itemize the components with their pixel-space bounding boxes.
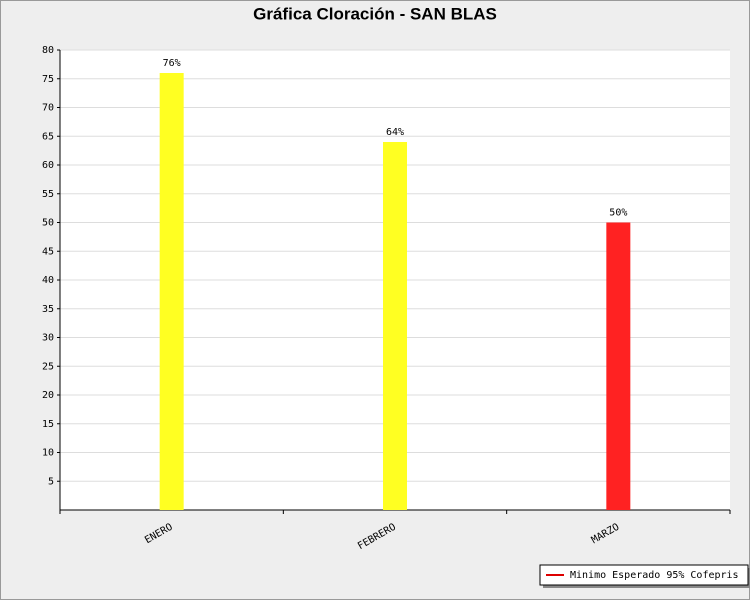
y-tick-label: 35	[42, 304, 54, 315]
bar	[159, 73, 184, 510]
y-tick-label: 60	[42, 160, 54, 171]
y-tick-label: 5	[48, 476, 54, 487]
data-label: 50%	[609, 208, 627, 219]
y-tick-label: 80	[42, 45, 54, 56]
bar	[383, 142, 407, 510]
y-tick-label: 25	[42, 361, 54, 372]
y-tick-label: 20	[42, 390, 54, 401]
y-tick-label: 65	[42, 131, 54, 142]
legend-label: Minimo Esperado 95% Cofepris	[570, 570, 739, 581]
y-tick-label: 50	[42, 218, 54, 229]
y-tick-label: 10	[42, 448, 54, 459]
y-tick-label: 70	[42, 103, 54, 114]
y-tick-label: 30	[42, 333, 54, 344]
data-label: 76%	[163, 58, 181, 69]
bar	[606, 222, 631, 510]
y-tick-label: 55	[42, 189, 54, 200]
y-tick-label: 15	[42, 419, 54, 430]
y-tick-label: 75	[42, 74, 54, 85]
legend-box	[539, 564, 749, 586]
y-tick-label: 40	[42, 275, 54, 286]
y-tick-label: 45	[42, 246, 54, 257]
data-label: 64%	[386, 127, 404, 138]
chart-title: Gráfica Cloración - SAN BLAS	[253, 4, 497, 23]
